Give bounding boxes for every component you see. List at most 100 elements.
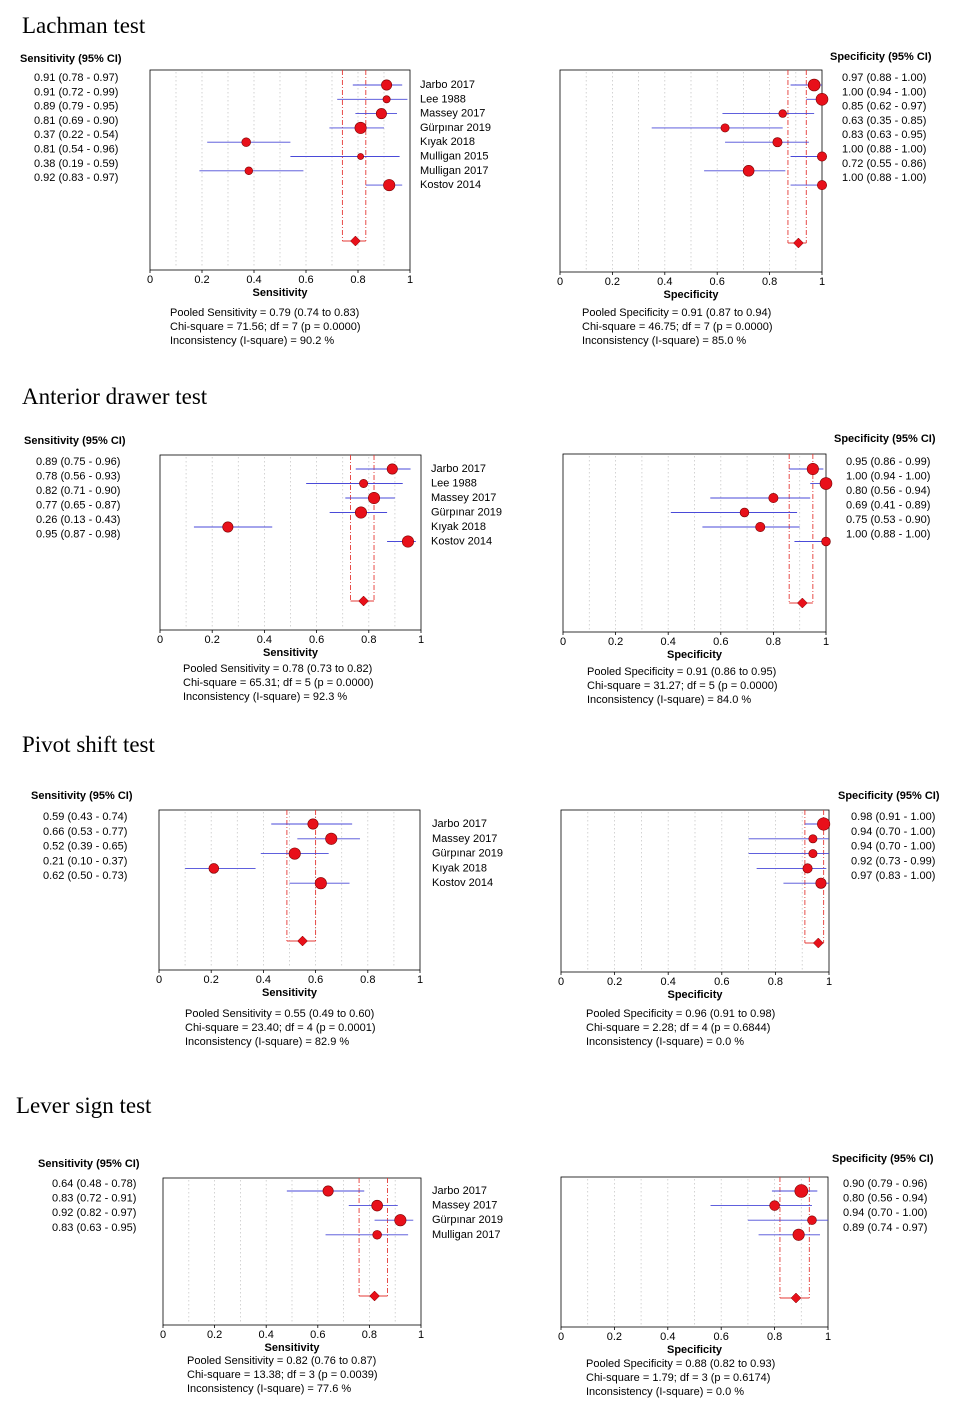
- sensitivity-header: Sensitivity (95% CI): [20, 53, 122, 65]
- specificity-value-label: 0.97 (0.83 - 1.00): [851, 870, 935, 882]
- axis-tick-label: 0: [156, 974, 162, 986]
- specificity-value-label: 0.95 (0.86 - 0.99): [846, 456, 930, 468]
- axis-tick-label: 0.4: [660, 1331, 675, 1343]
- sensitivity-summary-stat: Pooled Sensitivity = 0.78 (0.73 to 0.82): [183, 663, 372, 675]
- study-name: Mulligan 2017: [420, 165, 489, 177]
- specificity-header: Specificity (95% CI): [832, 1153, 934, 1165]
- specificity-study-point: [806, 462, 819, 476]
- sensitivity-summary-stat: Chi-square = 65.31; df = 5 (p = 0.0000): [183, 677, 374, 689]
- sensitivity-value-label: 0.83 (0.63 - 0.95): [52, 1222, 136, 1234]
- sensitivity-study-point: [357, 153, 365, 160]
- axis-tick-label: 0.6: [298, 274, 313, 286]
- specificity-value-label: 0.94 (0.70 - 1.00): [851, 841, 935, 853]
- specificity-study-point: [802, 863, 813, 874]
- sensitivity-summary-stat: Chi-square = 23.40; df = 4 (p = 0.0001): [185, 1022, 376, 1034]
- test-section: Lever sign test Sensitivity (95% CI) 0.64 …: [16, 1093, 934, 1398]
- sensitivity-summary-stat: Pooled Sensitivity = 0.55 (0.49 to 0.60): [185, 1008, 374, 1020]
- specificity-study-point: [807, 78, 821, 92]
- study-name: Massey 2017: [431, 492, 496, 504]
- sensitivity-study-point: [394, 1214, 407, 1227]
- specificity-study-point: [817, 817, 831, 831]
- specificity-value-label: 0.94 (0.70 - 1.00): [851, 826, 935, 838]
- sensitivity-study-point: [288, 847, 301, 860]
- axis-tick-label: 0.8: [362, 1329, 377, 1341]
- sensitivity-value-label: 0.91 (0.72 - 0.99): [34, 86, 118, 98]
- sensitivity-pooled-diamond: [350, 235, 361, 247]
- study-name: Lee 1988: [420, 93, 466, 105]
- axis-tick-label: 0: [157, 634, 163, 646]
- sensitivity-summary-stat: Inconsistency (I-square) = 92.3 %: [183, 691, 347, 703]
- sensitivity-plot-frame: [149, 69, 411, 271]
- sensitivity-study-point: [382, 95, 391, 104]
- sensitivity-study-point: [386, 463, 398, 475]
- specificity-summary-stat: Pooled Specificity = 0.96 (0.91 to 0.98): [586, 1008, 775, 1020]
- specificity-value-label: 0.69 (0.41 - 0.89): [846, 500, 930, 512]
- sensitivity-value-label: 0.77 (0.65 - 0.87): [36, 500, 120, 512]
- sensitivity-study-point: [322, 1185, 334, 1197]
- sensitivity-value-label: 0.26 (0.13 - 0.43): [36, 514, 120, 526]
- specificity-value-label: 0.90 (0.79 - 0.96): [843, 1178, 927, 1190]
- sensitivity-value-label: 0.59 (0.43 - 0.74): [43, 811, 127, 823]
- section-title: Lever sign test: [16, 1093, 152, 1118]
- study-name: Kostov 2014: [431, 536, 492, 548]
- specificity-pooled-diamond: [793, 237, 804, 249]
- specificity-axis-label: Specificity: [667, 1344, 723, 1356]
- specificity-plot-frame: [560, 809, 830, 973]
- axis-tick-label: 0.8: [360, 974, 375, 986]
- axis-tick-label: 0.8: [361, 634, 376, 646]
- study-name: Kostov 2014: [432, 877, 493, 889]
- sensitivity-panel: Sensitivity (95% CI) 0.64 (0.48 - 0.78) 0.…: [38, 1158, 503, 1395]
- specificity-study-point: [792, 1228, 805, 1241]
- axis-tick-label: 0.4: [257, 634, 272, 646]
- axis-tick-label: 0: [558, 976, 564, 988]
- axis-tick-label: 1: [418, 634, 424, 646]
- specificity-summary-stat: Chi-square = 2.28; df = 4 (p = 0.6844): [586, 1022, 770, 1034]
- study-name: Lee 1988: [431, 478, 477, 490]
- axis-tick-label: 0.4: [657, 276, 672, 288]
- specificity-value-label: 0.63 (0.35 - 0.85): [842, 115, 926, 127]
- specificity-summary-stat: Chi-square = 46.75; df = 7 (p = 0.0000): [582, 321, 773, 333]
- test-section: Anterior drawer test Sensitivity (95% CI)…: [22, 384, 936, 706]
- sensitivity-value-label: 0.83 (0.72 - 0.91): [52, 1193, 136, 1205]
- specificity-summary-stat: Pooled Specificity = 0.91 (0.86 to 0.95): [587, 666, 776, 678]
- sensitivity-study-point: [381, 79, 393, 91]
- specificity-header: Specificity (95% CI): [834, 433, 936, 445]
- section-title: Lachman test: [22, 13, 146, 38]
- sensitivity-study-point: [383, 179, 396, 192]
- specificity-plot-frame: [560, 1176, 829, 1328]
- sensitivity-study-point: [354, 506, 367, 519]
- specificity-summary-stat: Inconsistency (I-square) = 85.0 %: [582, 335, 746, 347]
- sensitivity-study-point: [222, 521, 234, 533]
- specificity-value-label: 0.80 (0.56 - 0.94): [843, 1193, 927, 1205]
- axis-tick-label: 0.8: [766, 636, 781, 648]
- specificity-value-label: 0.92 (0.73 - 0.99): [851, 855, 935, 867]
- specificity-study-point: [817, 151, 827, 162]
- specificity-summary-stat: Pooled Specificity = 0.88 (0.82 to 0.93): [586, 1358, 775, 1370]
- specificity-summary-stat: Chi-square = 31.27; df = 5 (p = 0.0000): [587, 680, 778, 692]
- specificity-value-label: 1.00 (0.88 - 1.00): [842, 144, 926, 156]
- axis-tick-label: 0.2: [605, 276, 620, 288]
- axis-tick-label: 0.2: [607, 1331, 622, 1343]
- axis-tick-label: 1: [825, 1331, 831, 1343]
- sensitivity-header: Sensitivity (95% CI): [31, 790, 133, 802]
- sensitivity-value-label: 0.66 (0.53 - 0.77): [43, 826, 127, 838]
- specificity-study-point: [778, 109, 787, 118]
- specificity-axis-label: Specificity: [667, 649, 723, 661]
- specificity-value-label: 0.83 (0.63 - 0.95): [842, 129, 926, 141]
- sensitivity-panel: Sensitivity (95% CI) 0.59 (0.43 - 0.74) 0.…: [31, 790, 503, 1048]
- study-name: Jarbo 2017: [432, 1185, 487, 1197]
- specificity-axis-label: Specificity: [663, 289, 719, 301]
- section-title: Anterior drawer test: [22, 384, 208, 409]
- specificity-value-label: 0.89 (0.74 - 0.97): [843, 1222, 927, 1234]
- study-name: Kıyak 2018: [420, 136, 475, 148]
- study-name: Gürpınar 2019: [432, 848, 503, 860]
- axis-tick-label: 0.2: [608, 636, 623, 648]
- specificity-study-point: [815, 877, 827, 889]
- study-name: Kıyak 2018: [431, 521, 486, 533]
- axis-tick-label: 0.6: [713, 636, 728, 648]
- sensitivity-pooled-diamond: [297, 935, 308, 947]
- study-name: Kıyak 2018: [432, 862, 487, 874]
- axis-tick-label: 0.2: [194, 274, 209, 286]
- sensitivity-summary-stat: Pooled Sensitivity = 0.79 (0.74 to 0.83): [170, 307, 359, 319]
- axis-tick-label: 0.6: [309, 634, 324, 646]
